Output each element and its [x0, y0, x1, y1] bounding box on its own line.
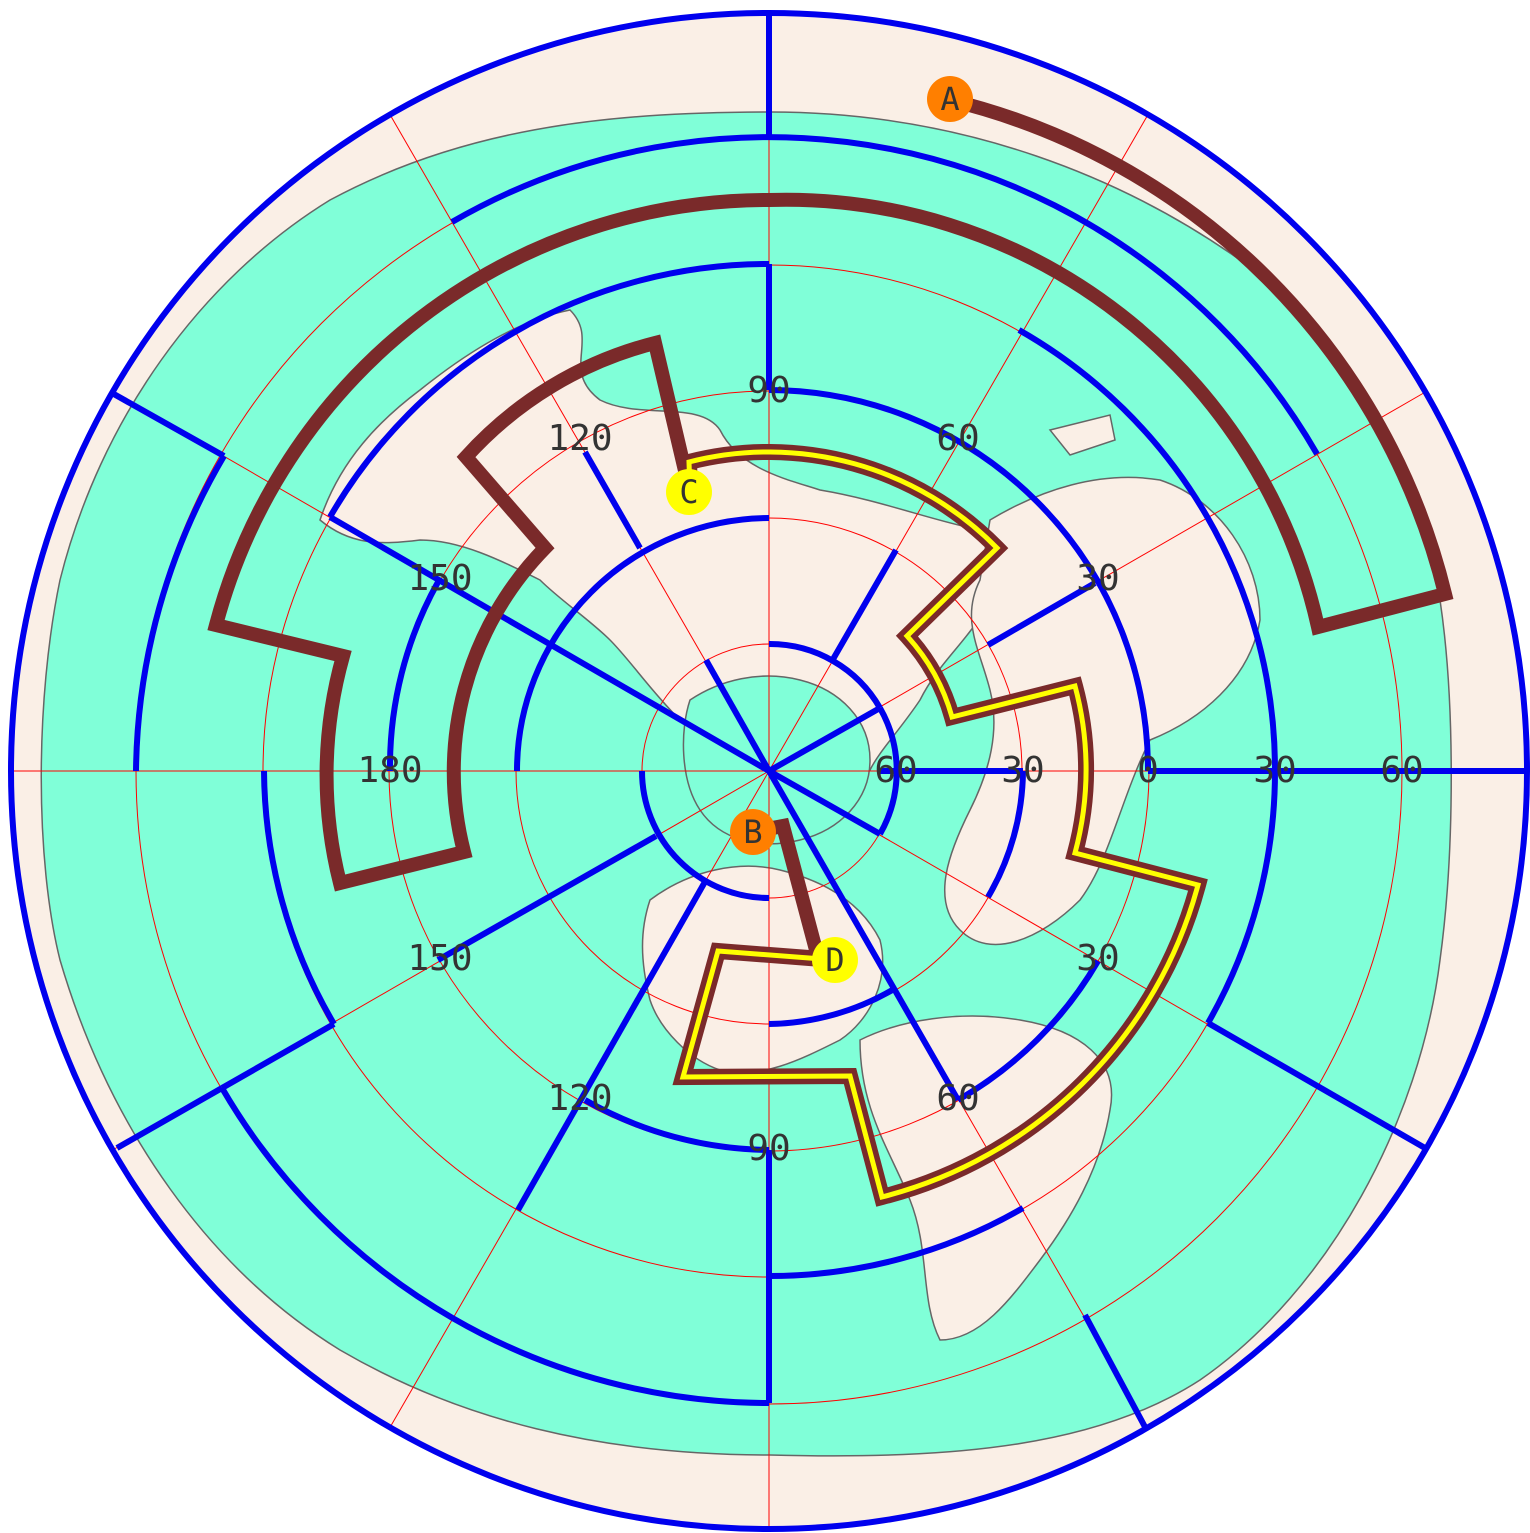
maze-wall [956, 959, 1101, 1103]
route-A-B [207, 93, 1454, 892]
marker-A[interactable]: A [927, 76, 973, 122]
maze-wall [327, 260, 770, 519]
maze-wall [767, 768, 882, 837]
maze-wall [1206, 1020, 1427, 1151]
maze-wall [986, 580, 1097, 648]
maze-wall [583, 1097, 770, 1153]
svg-text:B: B [743, 813, 762, 851]
maze-wall [261, 770, 337, 1026]
lat-label: 150 [407, 938, 472, 979]
maze-wall [110, 390, 226, 459]
maze-wall [768, 387, 1152, 772]
lat-label: 30 [1001, 750, 1044, 791]
lat-label: 120 [547, 418, 612, 459]
maze-wall [115, 1085, 224, 1151]
maze-wall [768, 640, 883, 710]
lat-label: 150 [407, 558, 472, 599]
svg-text:D: D [825, 941, 844, 979]
maze-walls [8, 10, 1530, 1532]
maze-wall [768, 1205, 1025, 1280]
maze-wall [386, 580, 441, 772]
lat-label: 30 [1253, 750, 1296, 791]
lat-label: 30 [1076, 558, 1119, 599]
maze-wall [768, 986, 896, 1027]
maze-wall [514, 515, 770, 772]
maze-wall [829, 548, 899, 663]
maze-wall [220, 1021, 336, 1091]
svg-text:A: A [940, 80, 959, 118]
maze-wall [436, 833, 658, 963]
lat-label: 60 [874, 750, 917, 791]
maze-wall [1017, 327, 1279, 1025]
route-C-D-highlight [679, 449, 1202, 1201]
marker-B[interactable]: B [730, 809, 776, 855]
lat-label: 180 [357, 750, 422, 791]
maze-wall [450, 134, 1320, 456]
maze-wall [133, 454, 227, 772]
maze-wall [1082, 1313, 1148, 1429]
marker-D[interactable]: D [812, 937, 858, 983]
maze-wall [515, 878, 709, 1212]
markers: A B C D [666, 76, 973, 983]
lat-label: 90 [747, 370, 790, 411]
maze-wall [582, 450, 643, 550]
maze-wall [877, 706, 900, 836]
lat-label: 60 [936, 418, 979, 459]
graticule-labels: 90 120 150 180 150 120 90 60 30 0 30 60 … [357, 370, 1423, 1169]
routes [207, 93, 1454, 1207]
lat-label: 60 [1380, 750, 1423, 791]
maze-wall [985, 770, 1026, 899]
lat-label: 0 [1137, 750, 1159, 791]
maze-wall [639, 770, 770, 901]
marker-C[interactable]: C [666, 469, 712, 515]
maze-wall [703, 658, 772, 773]
maze-wall [767, 705, 882, 774]
lat-label: 90 [747, 1128, 790, 1169]
svg-text:C: C [679, 473, 698, 511]
maze-wall [766, 769, 961, 1102]
lat-label: 120 [547, 1078, 612, 1119]
maze-wall [219, 1086, 770, 1406]
lat-label: 30 [1076, 938, 1119, 979]
lat-label: 60 [936, 1078, 979, 1119]
